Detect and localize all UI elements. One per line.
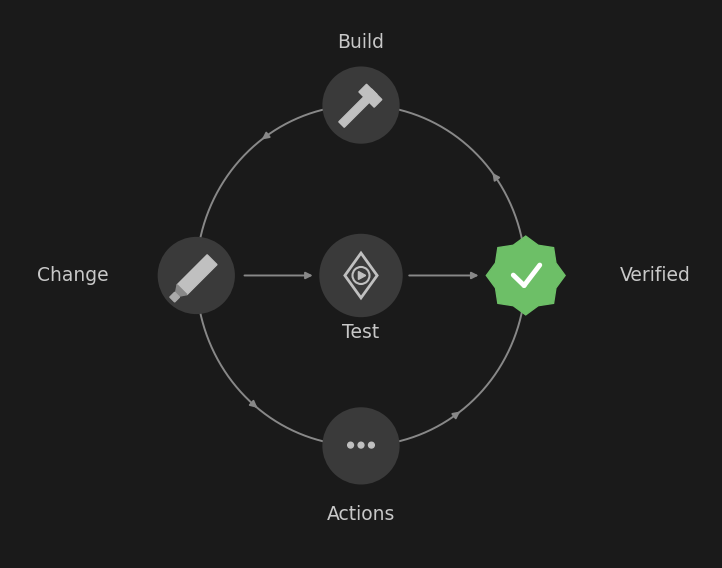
Circle shape: [368, 442, 374, 448]
Polygon shape: [339, 89, 377, 127]
Polygon shape: [170, 293, 180, 302]
Circle shape: [157, 237, 235, 314]
Text: Change: Change: [37, 266, 108, 285]
Polygon shape: [177, 255, 217, 295]
Text: Build: Build: [337, 33, 385, 52]
Circle shape: [319, 234, 403, 317]
Text: Verified: Verified: [619, 266, 690, 285]
Circle shape: [348, 442, 354, 448]
Circle shape: [358, 442, 364, 448]
Polygon shape: [175, 285, 187, 297]
Circle shape: [323, 407, 399, 485]
Text: Actions: Actions: [327, 504, 395, 524]
Polygon shape: [358, 272, 365, 279]
Circle shape: [323, 66, 399, 144]
Text: Test: Test: [342, 323, 380, 342]
Polygon shape: [359, 84, 382, 107]
Polygon shape: [487, 236, 565, 315]
